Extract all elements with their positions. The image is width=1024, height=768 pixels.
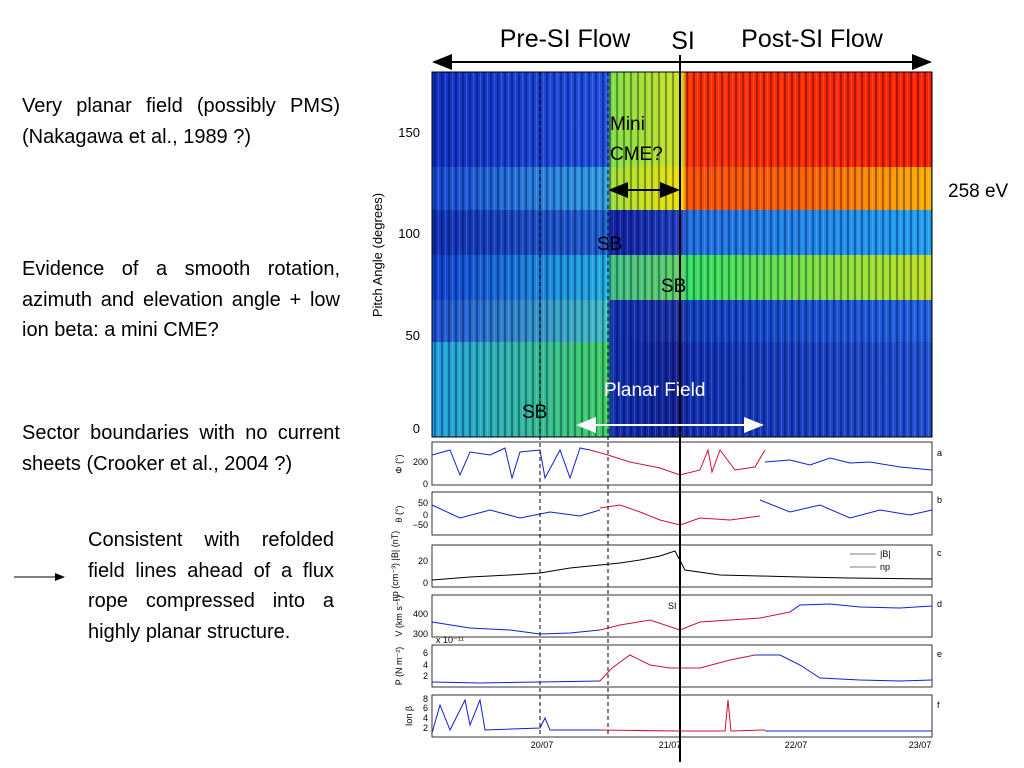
note: Evidence of a smooth rotation, azimuth a…	[22, 258, 340, 341]
panel-ylabel: P (N m⁻²)	[394, 647, 404, 686]
scale-note: x 10⁻¹¹	[436, 635, 464, 645]
axis-label: Pitch Angle (degrees)	[370, 193, 385, 317]
panel-letter: f	[937, 700, 940, 710]
note: Sector boundaries with no current sheets…	[22, 422, 340, 475]
tick-label: −50	[413, 520, 428, 530]
panel-ylabel: θ (°)	[394, 505, 404, 522]
header-label: SI	[671, 27, 695, 55]
header-label: Pre-SI Flow	[500, 25, 632, 53]
tick-label: 8	[423, 694, 428, 704]
tick-label: 4	[423, 660, 428, 670]
note: Consistent with refolded field lines ahe…	[88, 529, 334, 643]
tick-label: 0	[423, 479, 428, 489]
tick-label: 0	[423, 578, 428, 588]
tick-label: 50	[418, 498, 428, 508]
date-label: 21/07	[659, 740, 682, 750]
tick-label: 150	[398, 125, 420, 140]
tick-label: 0	[423, 510, 428, 520]
panel-ylabel: Ion β	[404, 706, 414, 726]
tick-label: 50	[406, 328, 420, 343]
panel-letter: b	[937, 495, 942, 505]
date-label: 20/07	[531, 740, 554, 750]
panel-letter: c	[937, 548, 942, 558]
tick-label: 6	[423, 703, 428, 713]
tick-label: 300	[413, 629, 428, 639]
panel-frames	[431, 441, 933, 738]
annotation: CME?	[610, 144, 663, 165]
date-label: 23/07	[909, 740, 932, 750]
panel-letter: a	[937, 448, 942, 458]
tick-label: 4	[423, 713, 428, 723]
tick-label: 200	[413, 457, 428, 467]
panel-letter: d	[937, 599, 942, 609]
annotation: SI	[668, 601, 677, 611]
annotation: Planar Field	[604, 380, 705, 401]
tick-label: 2	[423, 671, 428, 681]
legend-entry: |B|	[880, 549, 891, 559]
annotation: Mini	[610, 114, 645, 135]
tick-label: 0	[413, 421, 420, 436]
tick-label: 6	[423, 648, 428, 658]
annotation: SB	[661, 276, 686, 297]
annotation: SB	[597, 234, 622, 255]
panel-ylabel: V (km s⁻¹)	[394, 595, 404, 636]
header-label: Post-SI Flow	[741, 25, 884, 53]
panel-ylabel: Φ (°)	[394, 454, 404, 473]
time-series	[431, 447, 933, 734]
panel-letter: e	[937, 649, 942, 659]
tick-label: 100	[398, 226, 420, 241]
tick-label: 2	[423, 723, 428, 733]
annotation: 258 eV	[948, 181, 1009, 202]
legend-entry: np	[880, 562, 890, 572]
annotation: SB	[522, 402, 547, 423]
spectrogram	[431, 71, 933, 438]
panel-ylabel: np (cm⁻³) |B| (nT)	[390, 531, 400, 601]
date-label: 22/07	[785, 740, 808, 750]
note: Very planar field (possibly PMS) (Nakaga…	[22, 95, 340, 148]
tick-label: 400	[413, 609, 428, 619]
tick-label: 20	[418, 556, 428, 566]
